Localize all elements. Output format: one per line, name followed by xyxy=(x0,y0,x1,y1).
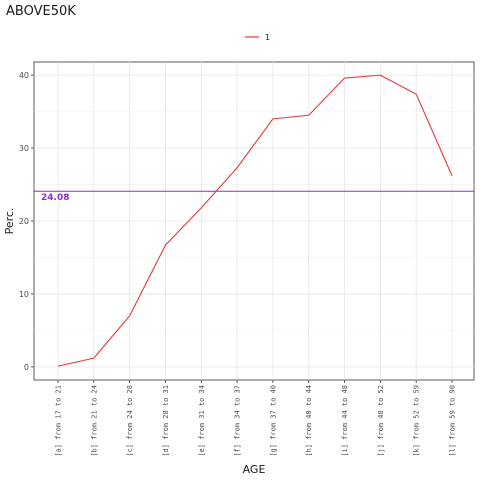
y-tick-label: 30 xyxy=(19,144,29,153)
series-layer xyxy=(57,74,453,367)
y-tick-label: 20 xyxy=(19,217,29,226)
chart-title: ABOVE50K xyxy=(6,4,76,19)
x-tick-label: [e] from 31 to 34 xyxy=(198,385,206,457)
x-tick-label: [i] from 44 to 48 xyxy=(341,385,349,457)
reference-line-label: 24.08 xyxy=(41,193,69,203)
x-tick-label: [c] from 24 to 28 xyxy=(126,385,134,457)
x-tick-label: [h] from 40 to 44 xyxy=(305,385,313,457)
y-tick-label: 10 xyxy=(19,290,29,299)
legend-label: 1 xyxy=(265,33,270,42)
x-tick-label: [g] from 37 to 40 xyxy=(269,385,277,457)
series-line xyxy=(57,74,453,367)
y-tick-label: 40 xyxy=(19,71,29,80)
x-axis-title: AGE xyxy=(243,463,266,476)
legend: 1 xyxy=(245,33,270,42)
x-tick-label: [k] from 52 to 59 xyxy=(413,385,421,457)
y-axis-title: Perc. xyxy=(3,208,16,235)
x-tick-label: [d] from 28 to 31 xyxy=(162,385,170,457)
grid xyxy=(34,62,474,380)
x-tick-label: [j] from 48 to 52 xyxy=(377,385,385,457)
y-axis: 0 10 20 30 40 xyxy=(19,71,34,372)
x-tick-label: [b] from 21 to 24 xyxy=(90,385,98,457)
x-tick-label: [f] from 34 to 37 xyxy=(234,385,242,457)
x-axis: [a] from 17 to 21 [b] from 21 to 24 [c] fr… xyxy=(55,380,457,457)
x-tick-label: [l] from 59 to 90 xyxy=(449,385,457,457)
x-tick-label: [a] from 17 to 21 xyxy=(55,385,63,457)
reference-line-group: 24.08 xyxy=(34,190,474,203)
y-tick-label: 0 xyxy=(24,363,29,372)
